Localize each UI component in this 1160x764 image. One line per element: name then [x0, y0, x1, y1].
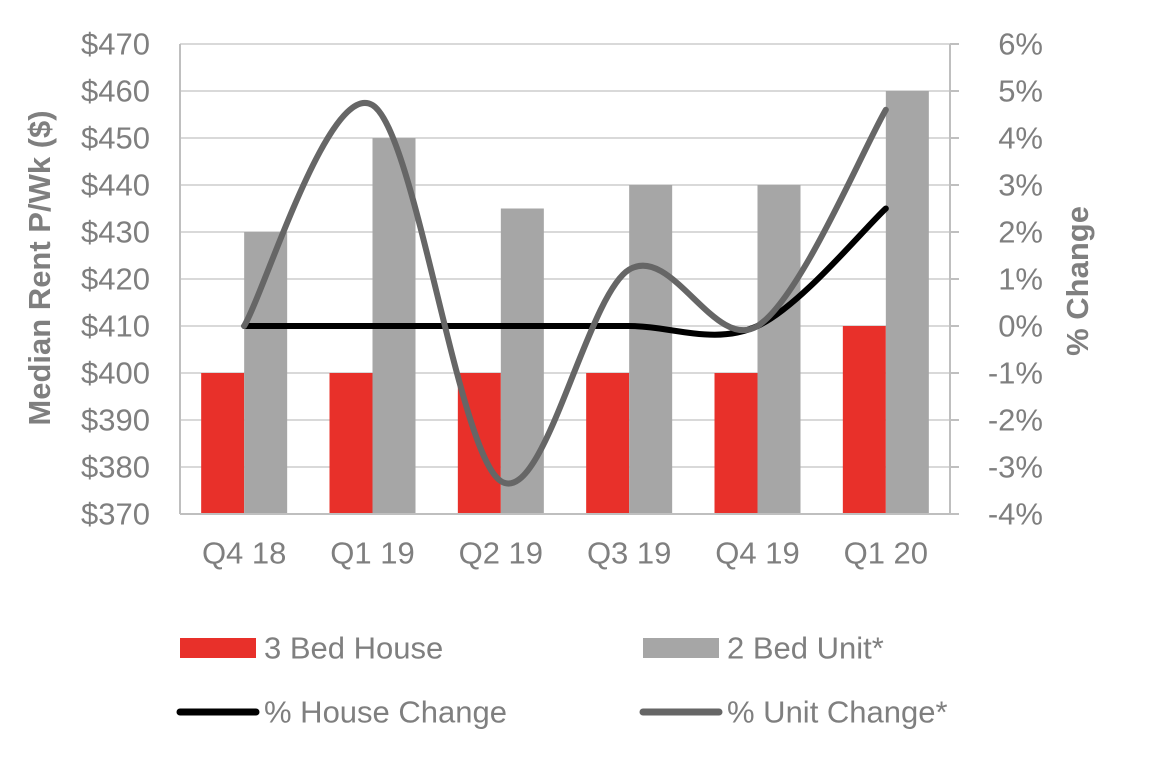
- bar-3-bed-house: [201, 373, 245, 514]
- bar-3-bed-house: [842, 326, 886, 514]
- x-tick-label: Q2 19: [459, 536, 543, 571]
- y2-tick-label: -2%: [988, 403, 1043, 438]
- y2-tick-label: 3%: [998, 168, 1043, 203]
- legend-label-house-change: % House Change: [264, 695, 507, 730]
- y2-axis-ticks: -4% -3% -2% -1% 0% 1% 2% 3% 4% 5% 6%: [988, 27, 1043, 532]
- y2-tick-label: -1%: [988, 356, 1043, 391]
- y2-tick-label: -3%: [988, 450, 1043, 485]
- y2-tick-label: 0%: [998, 309, 1043, 344]
- bar-2-bed-unit: [885, 91, 929, 514]
- y-tick-label: $420: [81, 262, 150, 297]
- x-tick-label: Q3 19: [587, 536, 671, 571]
- y-axis-ticks: $370 $380 $390 $400 $410 $420 $430 $440 $450 $460…: [81, 27, 150, 532]
- y2-tick-label: 5%: [998, 74, 1043, 109]
- bar-3-bed-house: [714, 373, 758, 514]
- y-tick-label: $380: [81, 450, 150, 485]
- x-tick-label: Q4 18: [202, 536, 286, 571]
- line-unit-change: [241, 99, 889, 487]
- y2-tick-label: 2%: [998, 215, 1043, 250]
- y-tick-label: $370: [81, 497, 150, 532]
- y-tick-label: $390: [81, 403, 150, 438]
- y-tick-label: $460: [81, 74, 150, 109]
- bars: [201, 91, 929, 514]
- y-tick-label: $410: [81, 309, 150, 344]
- y2-tick-label: -4%: [988, 497, 1043, 532]
- bar-2-bed-unit: [629, 185, 673, 514]
- axes: [179, 43, 959, 515]
- line-house-change: [241, 205, 889, 338]
- y-tick-label: $430: [81, 215, 150, 250]
- x-tick-label: Q1 19: [330, 536, 414, 571]
- y2-tick-label: 6%: [998, 27, 1043, 62]
- gridlines: [180, 43, 950, 515]
- y-axis-title: Median Rent P/Wk ($): [22, 110, 57, 425]
- lines: [241, 99, 889, 487]
- y-tick-label: $450: [81, 121, 150, 156]
- legend-label-3-bed-house: 3 Bed House: [264, 631, 443, 666]
- y2-axis-title: % Change: [1060, 206, 1095, 356]
- y-tick-label: $440: [81, 168, 150, 203]
- x-tick-label: Q1 20: [844, 536, 928, 571]
- legend-label-2-bed-unit: 2 Bed Unit*: [727, 631, 884, 666]
- x-axis-ticks: Q4 18 Q1 19 Q2 19 Q3 19 Q4 19 Q1 20: [202, 536, 928, 571]
- y2-tick-label: 4%: [998, 121, 1043, 156]
- legend: 3 Bed House 2 Bed Unit* % House Change % Un…: [176, 631, 948, 730]
- legend-swatch-2-bed-unit: [643, 638, 719, 658]
- y-tick-label: $400: [81, 356, 150, 391]
- y2-tick-label: 1%: [998, 262, 1043, 297]
- y-tick-label: $470: [81, 27, 150, 62]
- bar-2-bed-unit: [500, 208, 544, 514]
- bar-3-bed-house: [586, 373, 630, 514]
- legend-swatch-3-bed-house: [180, 638, 256, 658]
- bar-2-bed-unit: [757, 185, 801, 514]
- legend-label-unit-change: % Unit Change*: [727, 695, 948, 730]
- x-tick-label: Q4 19: [715, 536, 799, 571]
- bar-3-bed-house: [329, 373, 373, 514]
